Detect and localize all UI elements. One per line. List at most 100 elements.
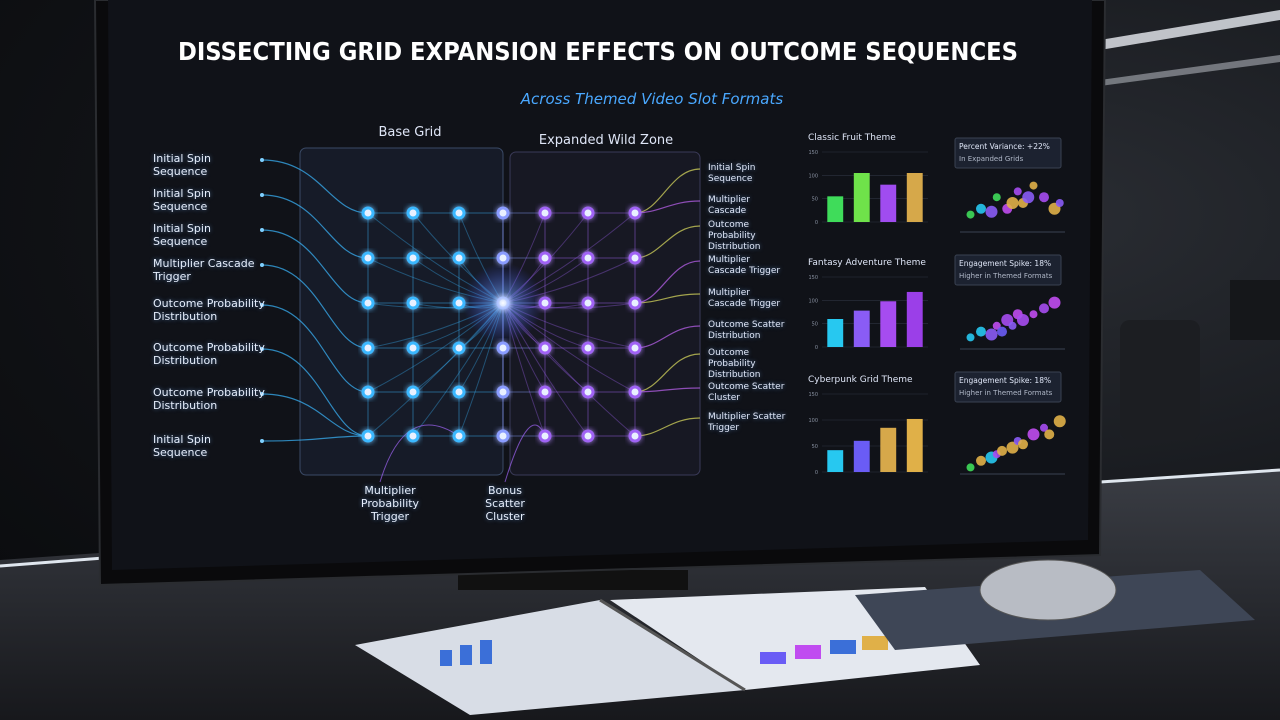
- right-label: Multiplier Cascade: [708, 195, 750, 216]
- bar: [853, 440, 870, 472]
- grid-node: [581, 341, 595, 355]
- grid-node: [452, 429, 466, 443]
- grid-node: [538, 385, 552, 399]
- grid-node: [406, 251, 420, 265]
- connector: [261, 194, 369, 259]
- grid-node: [538, 251, 552, 265]
- left-label: Initial Spin Sequence: [153, 433, 211, 459]
- background-monitor: [1230, 280, 1280, 340]
- left-label: Outcome Probability Distribution: [153, 341, 265, 367]
- scatter-point: [976, 455, 986, 466]
- bar: [827, 196, 844, 222]
- grid-nodes: [361, 206, 642, 443]
- page-title: DISSECTING GRID EXPANSION EFFECTS ON OUT…: [178, 37, 1018, 66]
- connector: [634, 353, 701, 393]
- connector: [634, 168, 701, 214]
- scatter-point: [976, 203, 986, 214]
- scatter-point: [1018, 439, 1028, 450]
- left-label: Initial Spin Sequence: [153, 222, 211, 248]
- scatter-point: [1040, 423, 1048, 432]
- chart-title: Cyberpunk Grid Theme: [808, 375, 913, 385]
- grid-node: [496, 206, 510, 220]
- annotation-box: [954, 137, 1062, 169]
- notebook-figure: [830, 640, 856, 654]
- connector: [261, 264, 369, 349]
- base-grid-label: Base Grid: [378, 125, 441, 140]
- bar: [906, 291, 923, 347]
- ceiling-light: [1100, 55, 1280, 86]
- expanded-zone-label: Expanded Wild Zone: [539, 133, 673, 148]
- scatter-point: [1055, 199, 1064, 207]
- right-label: Outcome Probability Distribution: [708, 348, 761, 380]
- y-tick-label: 50: [812, 322, 818, 328]
- connector: [634, 293, 701, 304]
- connector-dot: [260, 263, 264, 267]
- grid-node: [406, 206, 420, 220]
- bottom-label: Multiplier Probability Trigger: [360, 484, 420, 523]
- annotation-subtitle: Higher in Themed Formats: [959, 389, 1053, 397]
- scatter-point: [1017, 314, 1029, 326]
- grid-node: [581, 385, 595, 399]
- connector-dot: [260, 347, 264, 351]
- scatter-point: [1008, 321, 1017, 330]
- grid-node: [452, 296, 466, 310]
- grid-node: [361, 341, 375, 355]
- grid-node: [452, 385, 466, 399]
- right-label: Outcome Scatter Cluster: [708, 382, 785, 403]
- connector: [634, 225, 701, 259]
- grid-node: [628, 206, 642, 220]
- scatter-point: [992, 193, 1001, 202]
- grid-node: [361, 296, 375, 310]
- connector-dot: [260, 228, 264, 232]
- scatter-point: [985, 205, 998, 218]
- left-label: Outcome Probability Distribution: [153, 386, 265, 412]
- annotation-subtitle: Higher in Themed Formats: [959, 272, 1053, 280]
- grid-node: [581, 251, 595, 265]
- connector: [261, 229, 369, 304]
- y-tick-label: 0: [815, 470, 818, 476]
- grid-node: [581, 429, 595, 443]
- notebook-figure: [480, 640, 492, 664]
- connector: [261, 159, 369, 214]
- y-tick-label: 150: [808, 275, 818, 281]
- mouse: [979, 559, 1117, 621]
- grid-node: [538, 206, 552, 220]
- scatter-point: [966, 463, 975, 472]
- core-glow: [463, 263, 543, 343]
- bottom-label: Bonus Scatter Cluster: [485, 484, 525, 523]
- right-label: Multiplier Cascade Trigger: [708, 255, 781, 276]
- grid-node: [628, 251, 642, 265]
- scatter-point: [985, 328, 998, 341]
- connector: [379, 424, 460, 483]
- scatter-point: [992, 321, 1001, 330]
- connector-dot: [260, 439, 264, 443]
- connector-dot: [260, 158, 264, 162]
- grid-node: [361, 385, 375, 399]
- scatter-point: [997, 445, 1007, 456]
- left-label: Initial Spin Sequence: [153, 187, 211, 213]
- connector-dot: [260, 392, 264, 396]
- scatter-point: [966, 210, 975, 219]
- grid-node: [406, 429, 420, 443]
- page-subtitle: Across Themed Video Slot Formats: [520, 90, 784, 108]
- notebook-spine: [599, 598, 746, 692]
- left-label: Outcome Probability Distribution: [153, 297, 265, 323]
- connector-dot: [260, 193, 264, 197]
- bar: [853, 173, 870, 222]
- scatter-point: [1013, 187, 1022, 196]
- grid-node: [361, 429, 375, 443]
- grid-node: [406, 341, 420, 355]
- grid-node: [628, 385, 642, 399]
- annotation-subtitle: In Expanded Grids: [959, 155, 1024, 163]
- connector: [634, 325, 701, 349]
- connector: [634, 387, 701, 393]
- notebook-figure: [862, 636, 888, 650]
- bar: [906, 418, 923, 472]
- scatter-point: [1039, 192, 1049, 203]
- connector: [261, 304, 369, 393]
- right-label: Outcome Probability Distribution: [708, 220, 761, 252]
- notebook-figure: [460, 645, 472, 665]
- notebook-figure: [760, 652, 786, 664]
- ceiling-light: [1100, 10, 1280, 50]
